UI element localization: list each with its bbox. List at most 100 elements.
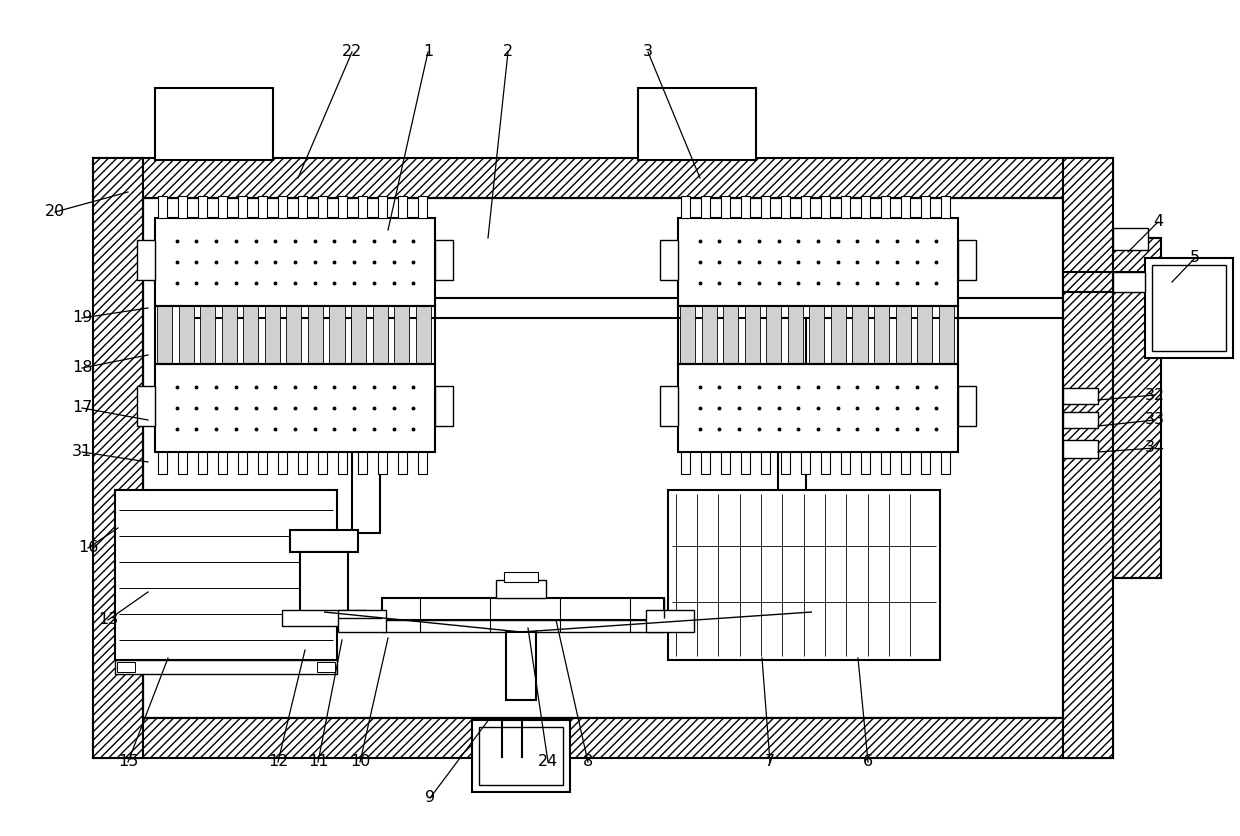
Bar [358,196,367,218]
Bar [668,490,940,660]
Bar [243,306,258,364]
Bar [646,610,694,632]
Bar [298,196,308,218]
Bar [941,196,950,218]
Bar [200,306,216,364]
Bar [238,196,247,218]
Text: 3: 3 [644,44,653,59]
Bar [394,306,409,364]
Bar [1063,412,1097,428]
Bar [761,196,770,218]
Bar [352,318,379,533]
Bar [382,598,663,620]
Bar [941,452,950,474]
Bar [358,452,367,474]
Bar [155,364,435,452]
Bar [921,196,930,218]
Bar [861,196,870,218]
Bar [339,196,347,218]
Bar [1063,440,1097,458]
Text: 33: 33 [1145,412,1166,427]
Text: 9: 9 [425,791,435,806]
Bar [115,660,337,674]
Bar [777,318,806,533]
Bar [115,490,337,660]
Bar [678,306,959,364]
Bar [880,452,890,474]
Bar [93,158,143,758]
Bar [801,196,810,218]
Bar [939,306,954,364]
Bar [895,306,910,364]
Bar [901,452,910,474]
Bar [766,306,781,364]
Text: 8: 8 [583,755,593,769]
Bar [435,386,453,426]
Bar [330,306,345,364]
Bar [761,452,770,474]
Bar [382,620,663,632]
Bar [801,452,810,474]
Bar [742,452,750,474]
Bar [157,452,167,474]
Text: 16: 16 [78,541,98,555]
Bar [155,306,435,364]
Bar [702,306,717,364]
Bar [472,720,570,792]
Bar [959,240,976,280]
Bar [136,386,155,426]
Bar [143,198,1063,718]
Text: 6: 6 [863,755,873,769]
Bar [852,306,868,364]
Bar [179,196,187,218]
Bar [1114,272,1145,292]
Bar [398,196,407,218]
Bar [290,530,358,552]
Text: 12: 12 [268,755,288,769]
Bar [218,452,227,474]
Bar [810,306,825,364]
Bar [787,306,804,364]
Bar [678,364,959,452]
Bar [308,306,322,364]
Bar [496,580,546,598]
Bar [155,218,435,306]
Bar [93,718,1114,758]
Text: 4: 4 [1153,215,1163,230]
Bar [317,452,327,474]
Bar [861,452,870,474]
Bar [179,306,193,364]
Bar [117,662,135,672]
Bar [503,572,538,582]
Bar [821,196,830,218]
Bar [278,196,286,218]
Text: 10: 10 [350,755,371,769]
Text: 34: 34 [1145,441,1166,456]
Bar [1063,388,1097,404]
Bar [831,306,846,364]
Bar [157,306,172,364]
Text: 1: 1 [423,44,433,59]
Bar [218,196,227,218]
Text: 20: 20 [45,205,66,220]
Bar [378,452,387,474]
Text: 2: 2 [503,44,513,59]
Bar [238,452,247,474]
Bar [398,452,407,474]
Bar [157,196,167,218]
Bar [317,196,327,218]
Bar [901,196,910,218]
Bar [300,552,348,612]
Text: 18: 18 [72,360,92,375]
Bar [93,158,1114,198]
Bar [781,196,790,218]
Bar [198,452,207,474]
Bar [1063,158,1114,758]
Bar [179,452,187,474]
Bar [880,196,890,218]
Bar [339,452,347,474]
Bar [720,196,730,218]
Bar [286,306,301,364]
Bar [770,610,854,626]
Bar [136,240,155,280]
